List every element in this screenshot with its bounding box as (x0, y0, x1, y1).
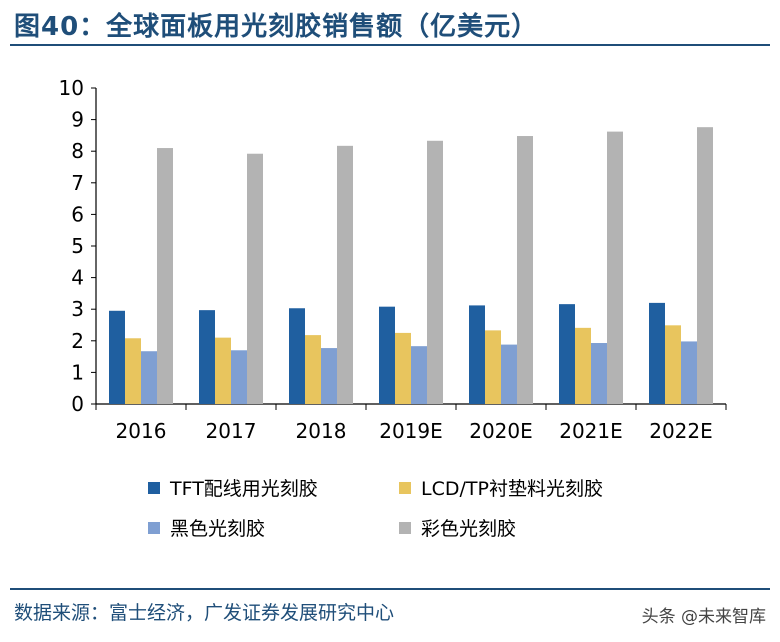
x-tick-label: 2021E (559, 419, 623, 443)
footer-divider (10, 588, 770, 590)
bar (289, 308, 305, 404)
x-tick-label: 2017 (206, 419, 257, 443)
y-tick-label: 8 (71, 139, 84, 163)
y-tick-label: 9 (71, 108, 84, 132)
legend-swatch-tft (148, 481, 160, 494)
legend-label-black: 黑色光刻胶 (170, 518, 266, 540)
bar (665, 325, 681, 404)
bar-chart: 0 1 2 3 4 5 6 7 8 9 10 2016 2017 2018 2019E 2020E 2021E 2… (59, 76, 727, 443)
bar (591, 343, 607, 404)
bar (141, 351, 157, 404)
legend-item-black: 黑色光刻胶 (148, 514, 265, 541)
bar (485, 330, 501, 404)
legend-swatch-black (148, 521, 160, 534)
legend-item-tft: TFT配线用光刻胶 (148, 474, 318, 501)
y-tick-label: 4 (71, 266, 84, 290)
bar (305, 335, 321, 404)
bar (469, 305, 485, 404)
x-tick-label: 2018 (296, 419, 347, 443)
legend-item-lcd-tp: LCD/TP衬垫料光刻胶 (399, 474, 603, 501)
bar (411, 346, 427, 404)
y-tick-label: 7 (71, 171, 84, 195)
bar (125, 338, 141, 404)
x-tick-label: 2022E (649, 419, 713, 443)
bar (157, 148, 173, 404)
bar (427, 140, 443, 404)
bar (607, 131, 623, 404)
x-tick-label: 2019E (379, 419, 443, 443)
bar (649, 302, 665, 404)
bar (681, 341, 697, 404)
source-note: 数据来源：富士经济，广发证券发展研究中心 (14, 602, 395, 624)
legend-label-color: 彩色光刻胶 (421, 518, 517, 540)
legend-swatch-color (399, 521, 411, 534)
bar (199, 310, 215, 404)
bar (231, 350, 247, 404)
bar (337, 145, 353, 404)
y-tick-label: 1 (71, 360, 84, 384)
y-tick-label: 10 (59, 76, 84, 100)
y-tick-label: 6 (71, 202, 84, 226)
watermark: 头条 @未来智库 (641, 607, 766, 627)
y-tick-label: 2 (71, 329, 84, 353)
legend-swatch-lcd-tp (399, 481, 411, 494)
bar (575, 327, 591, 404)
bar (501, 344, 517, 404)
bar (321, 348, 337, 404)
bar (215, 337, 231, 404)
bar-layer (109, 127, 713, 405)
bar (109, 310, 125, 404)
bar (517, 136, 533, 405)
bar (395, 332, 411, 404)
bar (379, 306, 395, 404)
y-tick-label: 3 (71, 297, 84, 321)
legend-label-lcd-tp: LCD/TP衬垫料光刻胶 (421, 478, 603, 500)
y-tick-label: 5 (71, 234, 84, 258)
x-tick-label: 2020E (469, 419, 533, 443)
page-title: 图40：全球面板用光刻胶销售额（亿美元） (14, 12, 539, 42)
x-tick-label: 2016 (116, 419, 167, 443)
y-tick-label: 0 (71, 392, 84, 416)
bar (559, 304, 575, 404)
bar (697, 127, 713, 405)
legend-label-tft: TFT配线用光刻胶 (170, 478, 318, 500)
bar (247, 153, 263, 404)
legend-item-color: 彩色光刻胶 (399, 514, 516, 541)
title-divider (10, 44, 770, 46)
